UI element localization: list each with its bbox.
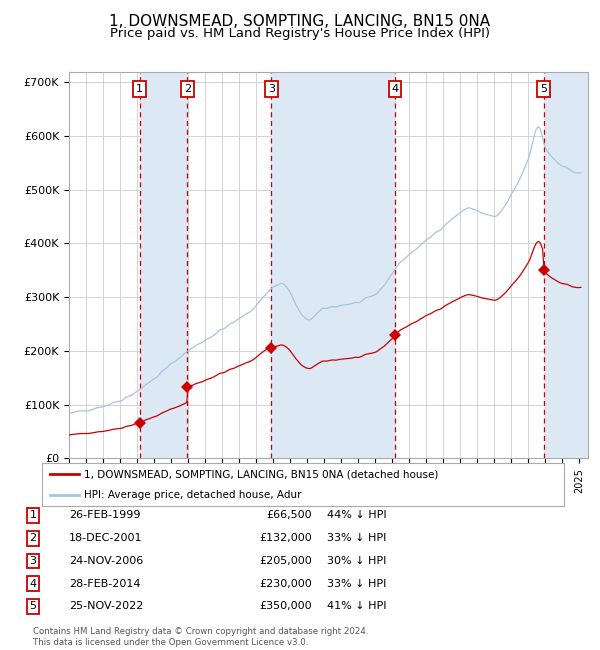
- Text: 4: 4: [391, 84, 398, 94]
- Text: 5: 5: [29, 601, 37, 612]
- Text: £230,000: £230,000: [259, 578, 312, 589]
- Text: £132,000: £132,000: [259, 533, 312, 543]
- Text: £205,000: £205,000: [259, 556, 312, 566]
- Text: 1, DOWNSMEAD, SOMPTING, LANCING, BN15 0NA: 1, DOWNSMEAD, SOMPTING, LANCING, BN15 0N…: [109, 14, 491, 29]
- Text: Contains HM Land Registry data © Crown copyright and database right 2024.
This d: Contains HM Land Registry data © Crown c…: [33, 627, 368, 647]
- Text: £66,500: £66,500: [266, 510, 312, 521]
- Text: 3: 3: [29, 556, 37, 566]
- Text: 1: 1: [136, 84, 143, 94]
- Text: 28-FEB-2014: 28-FEB-2014: [69, 578, 140, 589]
- Text: Price paid vs. HM Land Registry's House Price Index (HPI): Price paid vs. HM Land Registry's House …: [110, 27, 490, 40]
- Text: 24-NOV-2006: 24-NOV-2006: [69, 556, 143, 566]
- Text: 18-DEC-2001: 18-DEC-2001: [69, 533, 143, 543]
- Bar: [544, 72, 588, 458]
- Text: 44% ↓ HPI: 44% ↓ HPI: [327, 510, 386, 521]
- Text: 5: 5: [540, 84, 547, 94]
- Text: 1, DOWNSMEAD, SOMPTING, LANCING, BN15 0NA (detached house): 1, DOWNSMEAD, SOMPTING, LANCING, BN15 0N…: [84, 469, 438, 479]
- Text: 25-NOV-2022: 25-NOV-2022: [69, 601, 143, 612]
- Text: 26-FEB-1999: 26-FEB-1999: [69, 510, 140, 521]
- Text: 30% ↓ HPI: 30% ↓ HPI: [327, 556, 386, 566]
- Text: 4: 4: [29, 578, 37, 589]
- Text: £350,000: £350,000: [259, 601, 312, 612]
- Text: 1: 1: [29, 510, 37, 521]
- Bar: [271, 72, 395, 458]
- Text: 41% ↓ HPI: 41% ↓ HPI: [327, 601, 386, 612]
- Text: 33% ↓ HPI: 33% ↓ HPI: [327, 578, 386, 589]
- Text: 33% ↓ HPI: 33% ↓ HPI: [327, 533, 386, 543]
- Text: HPI: Average price, detached house, Adur: HPI: Average price, detached house, Adur: [84, 490, 301, 500]
- Text: 2: 2: [184, 84, 191, 94]
- Text: 2: 2: [29, 533, 37, 543]
- Text: 3: 3: [268, 84, 275, 94]
- Bar: [140, 72, 187, 458]
